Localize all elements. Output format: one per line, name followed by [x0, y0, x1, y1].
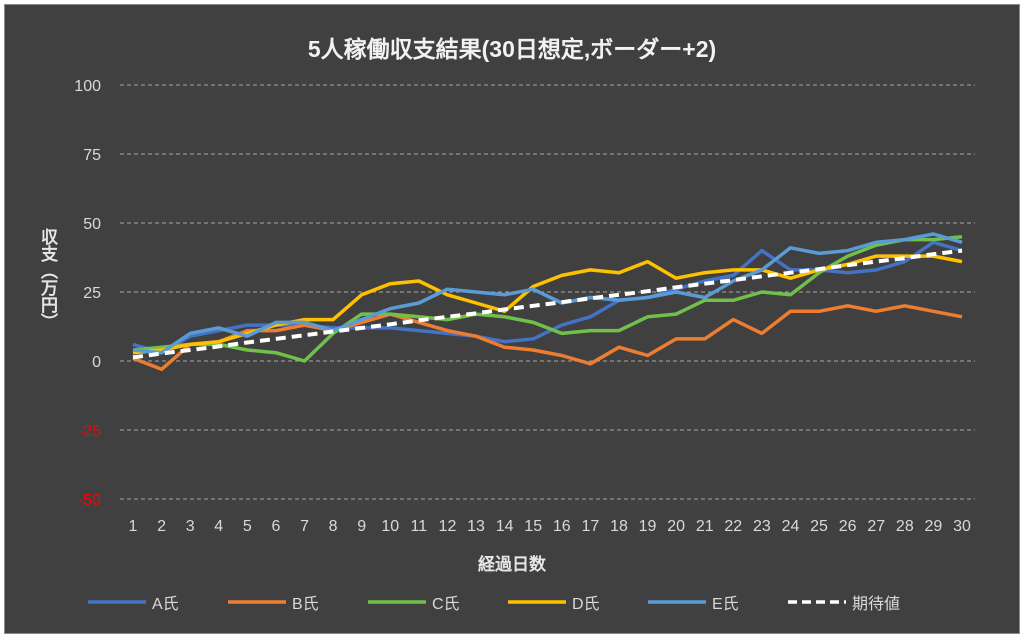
series-line-5 — [132, 248, 963, 360]
legend-label: C氏 — [432, 596, 460, 613]
y-tick-label: -50 — [78, 492, 101, 509]
x-tick-label: 30 — [953, 518, 971, 535]
y-axis-label: 収支（万円） — [38, 228, 57, 330]
x-tick-label: 27 — [867, 518, 885, 535]
legend-swatch — [228, 600, 286, 604]
x-axis-label: 経過日数 — [478, 555, 546, 574]
x-tick-label: 11 — [411, 518, 428, 535]
x-tick-label: 17 — [581, 518, 599, 535]
legend-item: D氏 — [508, 590, 648, 614]
x-tick-label: 13 — [467, 518, 485, 535]
x-tick-label: 29 — [925, 518, 943, 535]
x-tick-label: 18 — [610, 518, 628, 535]
legend-item: B氏 — [228, 590, 368, 614]
x-tick-label: 14 — [496, 518, 514, 535]
legend: A氏 B氏 C氏 D氏 E氏 期待値 — [88, 590, 928, 614]
legend-swatch — [508, 600, 566, 604]
x-tick-label: 10 — [381, 518, 399, 535]
y-tick-label: -25 — [78, 423, 101, 440]
x-tick-label: 24 — [782, 518, 800, 535]
x-tick-label: 21 — [696, 518, 714, 535]
y-tick-label: 50 — [83, 216, 101, 233]
x-tick-label: 26 — [839, 518, 857, 535]
x-tick-label: 28 — [896, 518, 914, 535]
x-tick-label: 6 — [271, 518, 280, 535]
x-tick-label: 22 — [724, 518, 742, 535]
x-tick-label: 12 — [439, 518, 457, 535]
y-tick-label: 100 — [74, 78, 101, 95]
legend-label: D氏 — [572, 596, 600, 613]
x-tick-label: 1 — [129, 518, 138, 535]
legend-swatch — [88, 600, 146, 604]
y-tick-label: 25 — [83, 285, 101, 302]
legend-item: 期待値 — [788, 590, 928, 614]
legend-item: E氏 — [648, 590, 788, 614]
legend-label: A氏 — [152, 596, 179, 613]
legend-swatch — [788, 600, 846, 604]
legend-label: E氏 — [712, 596, 739, 613]
legend-label: B氏 — [292, 596, 319, 613]
x-tick-label: 20 — [667, 518, 685, 535]
legend-label: 期待値 — [852, 596, 901, 613]
x-tick-label: 16 — [553, 518, 571, 535]
legend-item: C氏 — [368, 590, 508, 614]
series-line-1 — [132, 304, 963, 372]
x-tick-label: 2 — [157, 518, 166, 535]
series-line-2 — [132, 235, 963, 363]
x-tick-label: 9 — [357, 518, 366, 535]
y-tick-label: 0 — [92, 354, 101, 371]
x-tick-label: 25 — [810, 518, 828, 535]
x-tick-label: 7 — [300, 518, 309, 535]
legend-swatch — [368, 600, 426, 604]
x-tick-label: 3 — [186, 518, 195, 535]
x-tick-label: 15 — [524, 518, 542, 535]
chart-title: 5人稼働収支結果(30日想定,ボーダー+2) — [307, 36, 717, 62]
x-tick-label: 4 — [214, 518, 223, 535]
y-tick-label: 75 — [83, 147, 101, 164]
x-tick-label: 23 — [753, 518, 771, 535]
x-tick-label: 8 — [329, 518, 338, 535]
legend-item: A氏 — [88, 590, 228, 614]
x-tick-label: 5 — [243, 518, 252, 535]
x-tick-label: 19 — [639, 518, 657, 535]
series-line-4 — [132, 232, 963, 355]
legend-swatch — [648, 600, 706, 604]
